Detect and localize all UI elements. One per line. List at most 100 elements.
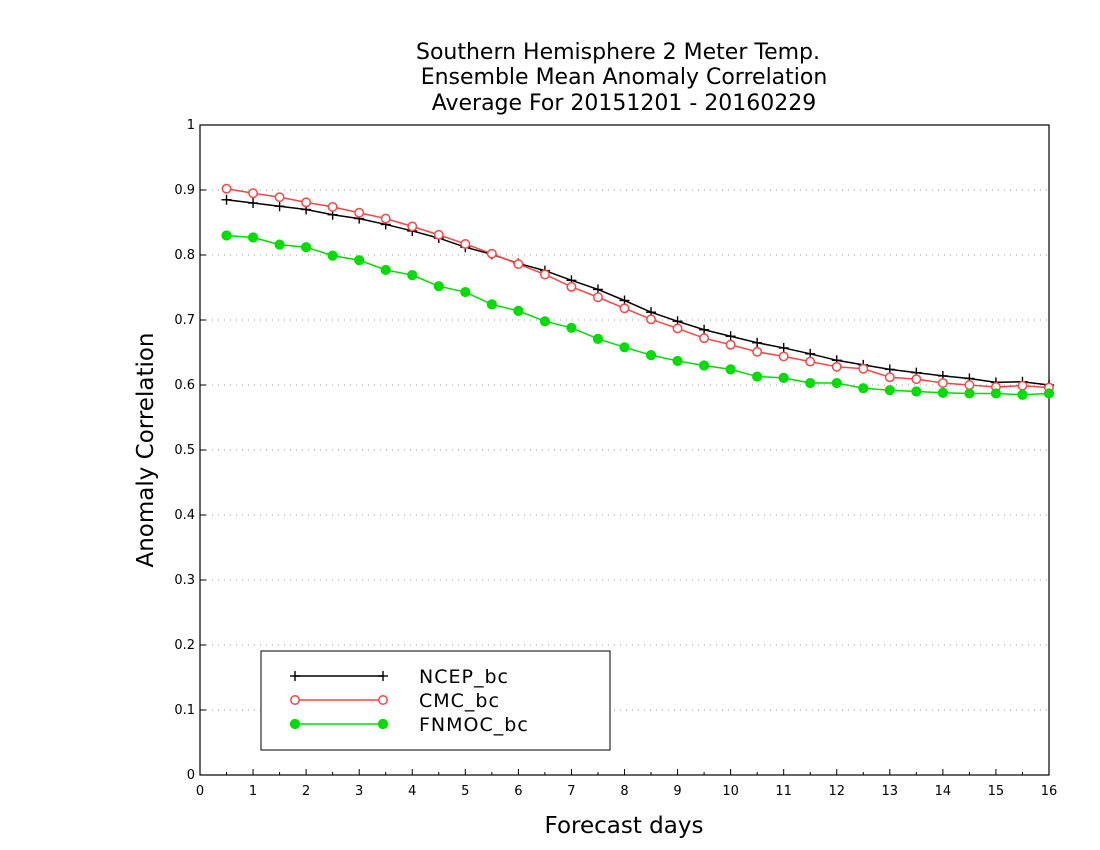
series-cmc-bc [221,183,1054,393]
legend-item: NCEP_bc [290,666,509,688]
data-point [937,378,948,388]
data-point [407,270,418,281]
x-tick-label: 12 [828,784,845,799]
data-point [752,337,763,348]
data-point [274,192,285,203]
data-point [911,374,922,385]
x-tick-label: 9 [673,784,681,799]
data-point [247,232,259,243]
chart-title: Southern Hemisphere 2 Meter Temp. Ensemb… [416,40,827,116]
data-point [778,351,789,362]
data-point [699,333,710,344]
y-tick-label: 0.6 [174,378,195,393]
y-axis: 0 0.1 0.2 0.3 0.4 0.5 0.6 0.7 0.8 0.9 1 [174,118,206,783]
data-point [646,314,656,325]
data-point [672,323,683,334]
data-point [539,316,551,327]
y-tick-label: 0.2 [174,638,195,653]
data-point [858,363,869,374]
data-point [380,213,391,224]
data-point [884,385,895,396]
data-point [778,342,789,353]
data-point [698,360,710,371]
y-tick-label: 0 [187,768,195,783]
data-point [221,230,232,241]
data-point [539,269,550,280]
data-point [831,361,842,372]
legend-label: NCEP_bc [419,666,509,688]
data-point [672,355,683,367]
data-point [964,380,975,390]
data-point [619,342,630,353]
data-point [1017,380,1028,391]
data-point [592,333,604,344]
legend-marker [290,671,300,681]
x-axis-label: Forecast days [545,813,704,839]
x-tick-label: 16 [1041,784,1058,799]
series-ncep-bc [221,194,1054,390]
grid-lines [200,189,1049,711]
data-point [990,388,1002,399]
legend-item: CMC_bc [290,690,500,712]
x-tick-label: 7 [567,784,575,799]
title-line-3: Average For 20151201 - 20160229 [432,91,817,116]
title-line-1: Southern Hemisphere 2 Meter Temp. [416,40,820,65]
y-tick-label: 0.5 [174,443,195,458]
legend-marker [378,671,388,681]
x-axis: 0 1 2 3 4 5 6 7 8 9 10 11 12 13 14 15 16 [196,769,1057,799]
data-point [752,346,763,357]
data-point [964,388,975,399]
legend-label: CMC_bc [419,690,500,712]
data-point [274,201,285,212]
legend-item: FNMOC_bc [289,714,529,736]
series-fnmoc-bc [221,230,1055,400]
data-point [221,194,232,205]
data-point [301,197,312,208]
data-point [831,377,842,389]
data-point [327,250,338,261]
data-point [645,350,657,361]
data-point [513,259,524,270]
x-tick-label: 6 [514,784,522,799]
legend-marker [289,718,301,730]
series-layer [221,183,1055,400]
data-point [725,331,736,342]
data-point [274,239,285,250]
x-tick-label: 0 [196,784,204,799]
legend-label: FNMOC_bc [419,714,529,736]
data-point [937,387,948,398]
legend-marker [290,695,300,705]
x-tick-label: 4 [408,784,416,799]
x-tick-label: 1 [249,784,257,799]
data-point [699,324,710,335]
data-point [566,281,577,292]
x-tick-label: 14 [935,784,952,799]
data-point [354,255,365,266]
series-line [226,187,1050,389]
data-point [460,286,471,298]
data-point [884,372,895,383]
series-line [226,199,1050,386]
data-point [1017,389,1028,400]
series-line [226,234,1050,396]
data-point [593,292,603,303]
data-point [433,281,444,292]
data-point [221,183,232,194]
data-point [407,221,418,232]
data-point [433,229,444,240]
legend-marker [377,718,389,730]
data-point [911,386,922,397]
data-point [725,339,736,350]
title-line-2: Ensemble Mean Anomaly Correlation [421,65,828,90]
x-tick-label: 15 [988,784,1005,799]
x-tick-label: 5 [461,784,469,799]
x-tick-label: 3 [355,784,363,799]
x-tick-label: 13 [882,784,899,799]
data-point [1043,388,1055,399]
x-tick-label: 8 [620,784,628,799]
data-point [460,239,471,249]
x-tick-label: 2 [302,784,310,799]
y-tick-label: 1 [187,118,195,133]
x-tick-label: 10 [722,784,739,799]
